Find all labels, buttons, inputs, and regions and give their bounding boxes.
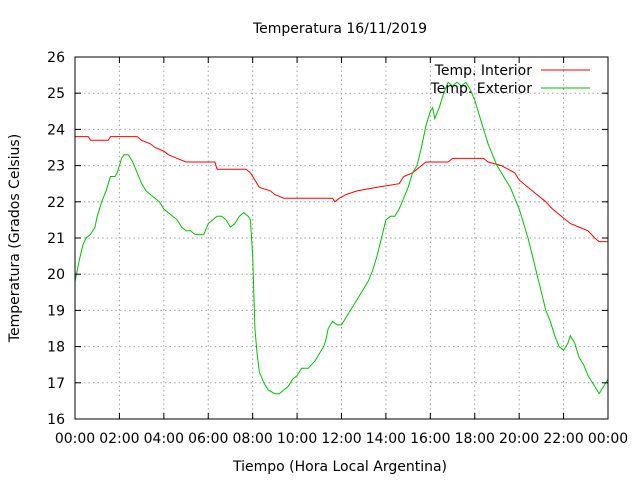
y-tick-label: 23 bbox=[47, 159, 65, 175]
axis-ticks bbox=[74, 56, 609, 420]
x-tick-label: 08:00 bbox=[232, 431, 272, 447]
y-tick-label: 16 bbox=[47, 412, 65, 428]
y-tick-label: 20 bbox=[47, 267, 65, 283]
y-tick-label: 19 bbox=[47, 303, 65, 319]
series-lines bbox=[74, 81, 609, 395]
y-tick-label: 21 bbox=[47, 231, 65, 247]
x-tick-label: 18:00 bbox=[455, 431, 495, 447]
chart-title: Temperatura 16/11/2019 bbox=[252, 21, 427, 37]
legend: Temp. Interior Temp. Exterior bbox=[430, 63, 590, 97]
x-tick-label: 14:00 bbox=[366, 431, 406, 447]
y-tick-label: 17 bbox=[47, 376, 65, 392]
x-tick-label: 02:00 bbox=[99, 431, 139, 447]
x-tick-label: 00:00 bbox=[588, 431, 628, 447]
x-tick-label: 06:00 bbox=[188, 431, 228, 447]
grid bbox=[75, 57, 608, 419]
x-tick-label: 16:00 bbox=[410, 431, 450, 447]
y-tick-label: 24 bbox=[47, 122, 65, 138]
y-tick-label: 18 bbox=[47, 340, 65, 356]
x-tick-label: 12:00 bbox=[321, 431, 361, 447]
x-tick-label: 10:00 bbox=[277, 431, 317, 447]
y-tick-label: 25 bbox=[47, 86, 65, 102]
x-tick-label: 20:00 bbox=[499, 431, 539, 447]
series-line-temp-interior bbox=[75, 136, 608, 243]
y-axis-label: Temperatura (Grados Celsius) bbox=[7, 134, 23, 343]
x-tick-label: 00:00 bbox=[55, 431, 95, 447]
series-line-temp-exterior bbox=[74, 81, 609, 395]
x-tick-label: 22:00 bbox=[543, 431, 583, 447]
x-tick-label: 04:00 bbox=[144, 431, 184, 447]
legend-label: Temp. Interior bbox=[434, 63, 533, 79]
x-axis-label: Tiempo (Hora Local Argentina) bbox=[232, 459, 447, 475]
y-tick-label: 26 bbox=[47, 50, 65, 66]
legend-label: Temp. Exterior bbox=[430, 81, 533, 97]
y-tick-label: 22 bbox=[47, 195, 65, 211]
